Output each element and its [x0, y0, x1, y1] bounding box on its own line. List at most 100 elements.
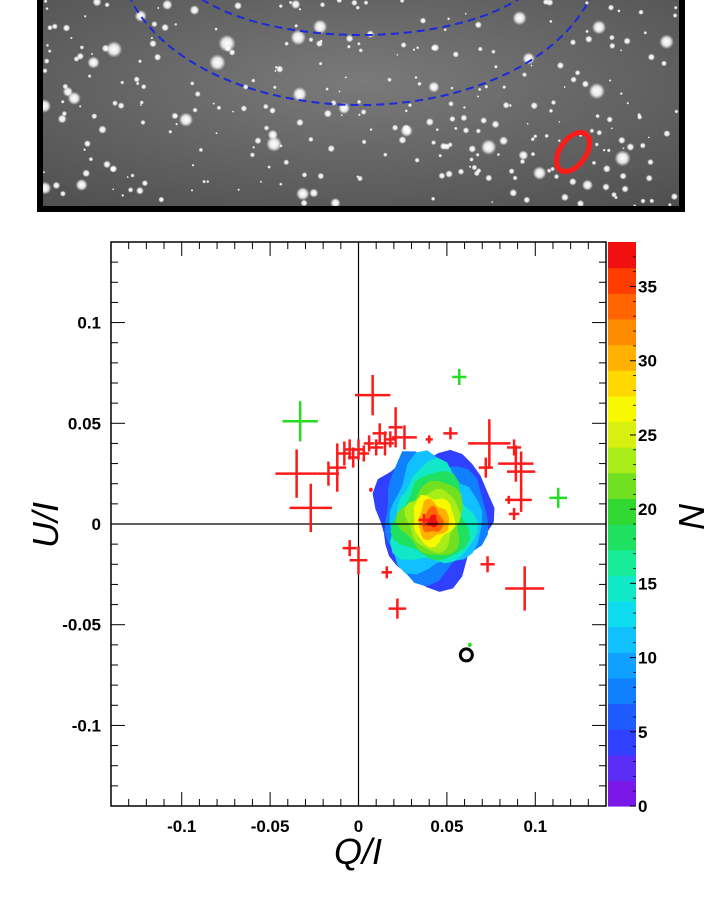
- star: [480, 117, 488, 124]
- data-point: [369, 487, 373, 492]
- star: [140, 119, 146, 126]
- star: [588, 82, 605, 100]
- star: [439, 142, 448, 150]
- star: [294, 23, 299, 28]
- star: [522, 52, 535, 65]
- star: [301, 172, 308, 178]
- colorbar-segment: [608, 498, 636, 525]
- star: [338, 90, 341, 93]
- star: [419, 17, 427, 24]
- star: [443, 28, 447, 32]
- star: [57, 114, 67, 124]
- star: [519, 158, 526, 165]
- star: [73, 56, 80, 62]
- star: [212, 102, 215, 105]
- data-point: [381, 566, 393, 579]
- colorbar-segment: [608, 267, 636, 294]
- star: [288, 0, 293, 5]
- star: [47, 49, 52, 53]
- star: [460, 114, 468, 122]
- y-tick-label: -0.1: [72, 716, 101, 735]
- star: [485, 174, 493, 182]
- data-point: [328, 443, 347, 492]
- star: [591, 160, 597, 166]
- colorbar-tick-label: 10: [638, 649, 657, 668]
- star: [209, 54, 226, 71]
- star: [138, 59, 142, 64]
- star: [101, 44, 110, 53]
- colorbar-segment: [608, 395, 636, 423]
- star: [83, 140, 91, 148]
- star: [621, 185, 629, 193]
- data-point: [388, 598, 407, 619]
- star: [556, 61, 565, 70]
- star: [272, 85, 277, 90]
- star: [557, 139, 561, 143]
- x-tick-label: 0.05: [430, 817, 463, 836]
- star: [251, 78, 256, 83]
- star: [502, 101, 510, 109]
- star: [325, 87, 329, 91]
- star: [87, 74, 92, 78]
- star: [356, 175, 359, 179]
- star: [633, 204, 637, 206]
- star: [266, 136, 282, 152]
- colorbar-tick-label: 15: [638, 574, 657, 593]
- star: [449, 115, 456, 123]
- star: [626, 101, 630, 105]
- star: [558, 120, 561, 123]
- star: [279, 182, 283, 186]
- star: [340, 114, 343, 117]
- star: [139, 100, 144, 105]
- star: [491, 49, 496, 54]
- star: [670, 193, 679, 201]
- star: [206, 180, 210, 184]
- star: [361, 139, 367, 145]
- star: [447, 17, 451, 21]
- colorbar-segment: [608, 472, 636, 499]
- star: [606, 116, 613, 123]
- data-point: [498, 445, 534, 482]
- star: [252, 145, 256, 149]
- colorbar-tick-label: 30: [638, 352, 657, 371]
- data-point: [347, 447, 359, 468]
- star: [369, 128, 373, 132]
- star: [618, 136, 626, 144]
- source-region-ellipse: [553, 129, 593, 175]
- star: [530, 151, 536, 157]
- star: [414, 75, 418, 80]
- star: [396, 53, 399, 56]
- star: [476, 168, 482, 174]
- star: [550, 166, 555, 172]
- star: [619, 172, 627, 180]
- star: [425, 118, 434, 126]
- star: [546, 168, 552, 174]
- star: [454, 126, 458, 131]
- star: [234, 1, 242, 10]
- star: [242, 84, 249, 90]
- x-tick-label: -0.05: [251, 817, 290, 836]
- star: [530, 102, 538, 110]
- star: [319, 1, 326, 8]
- star: [610, 127, 613, 130]
- star: [462, 127, 470, 134]
- star: [435, 128, 439, 132]
- star: [602, 148, 606, 152]
- star: [582, 179, 593, 191]
- star: [318, 61, 323, 66]
- star: [191, 163, 195, 167]
- star: [91, 113, 98, 120]
- star: [475, 152, 480, 157]
- data-point: [480, 556, 495, 573]
- x-tick-label: 0.1: [523, 817, 547, 836]
- star: [649, 198, 655, 204]
- star: [476, 95, 480, 98]
- star: [278, 4, 283, 9]
- star: [88, 156, 94, 162]
- star: [614, 195, 618, 200]
- star: [637, 114, 643, 120]
- colorbar-tick-label: 20: [638, 500, 657, 519]
- star: [136, 186, 144, 195]
- star: [104, 2, 110, 8]
- star: [355, 5, 360, 10]
